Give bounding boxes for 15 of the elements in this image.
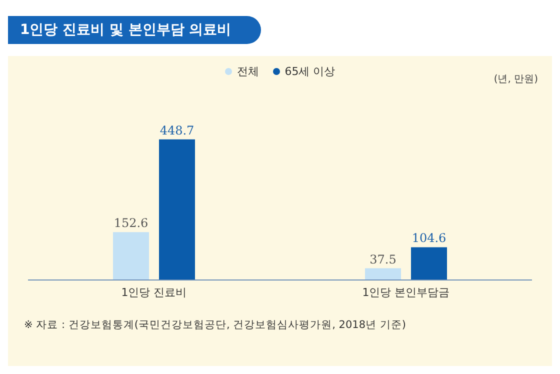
data-label: 152.6 — [114, 216, 148, 230]
bar — [113, 232, 149, 280]
bar — [365, 268, 401, 280]
text: (년, 만원) — [494, 73, 538, 86]
legend-label: 전체 — [236, 64, 259, 79]
legend-label: 65세 이상 — [284, 64, 336, 79]
bar — [159, 139, 195, 280]
x-tick-label: 1인당 본인부담금 — [362, 286, 450, 299]
data-label: 448.7 — [160, 123, 194, 138]
data-label: 104.6 — [412, 231, 446, 246]
x-tick-label: 1인당 진료비 — [121, 286, 187, 299]
chart-title: 1인당 진료비 및 본인부담 의료비 — [8, 16, 262, 44]
text: ※ 자료 : 건강보험통계(국민건강보험공단, 건강보험심사평가원, 2018년 기준) — [24, 318, 407, 332]
data-label: 37.5 — [370, 252, 396, 266]
bar — [411, 247, 447, 280]
